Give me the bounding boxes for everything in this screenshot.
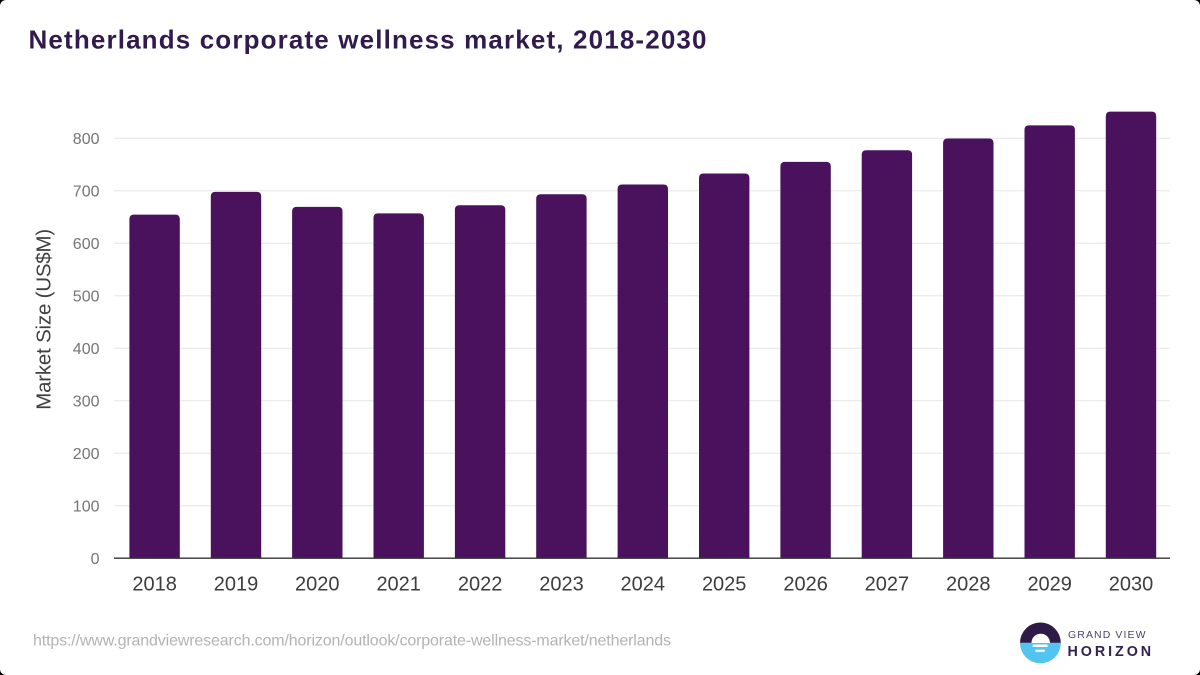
svg-text:2030: 2030 [1109, 574, 1154, 596]
svg-text:400: 400 [73, 341, 100, 358]
svg-text:200: 200 [73, 446, 100, 463]
svg-text:2027: 2027 [865, 574, 910, 596]
svg-text:700: 700 [73, 183, 100, 200]
svg-text:800: 800 [73, 131, 100, 148]
svg-text:2028: 2028 [946, 574, 991, 596]
svg-text:500: 500 [73, 288, 100, 305]
svg-text:GRAND VIEW: GRAND VIEW [1068, 629, 1147, 641]
svg-text:2020: 2020 [295, 574, 340, 596]
svg-text:300: 300 [73, 393, 100, 410]
svg-text:https://www.grandviewresearch.: https://www.grandviewresearch.com/horizo… [33, 633, 671, 650]
svg-text:2021: 2021 [376, 574, 421, 596]
svg-text:2019: 2019 [214, 574, 259, 596]
svg-text:2024: 2024 [621, 574, 666, 596]
svg-text:Netherlands corporate wellness: Netherlands corporate wellness market, 2… [29, 25, 707, 55]
svg-text:2025: 2025 [702, 574, 747, 596]
svg-text:100: 100 [73, 498, 100, 515]
svg-text:600: 600 [73, 236, 100, 253]
svg-text:2022: 2022 [458, 574, 503, 596]
svg-text:2029: 2029 [1027, 574, 1072, 596]
svg-text:2023: 2023 [539, 574, 584, 596]
svg-text:0: 0 [91, 551, 100, 568]
svg-text:Market Size (US$M): Market Size (US$M) [32, 229, 55, 410]
svg-text:2026: 2026 [783, 574, 828, 596]
svg-text:2018: 2018 [132, 574, 177, 596]
svg-text:HORIZON: HORIZON [1068, 644, 1155, 660]
